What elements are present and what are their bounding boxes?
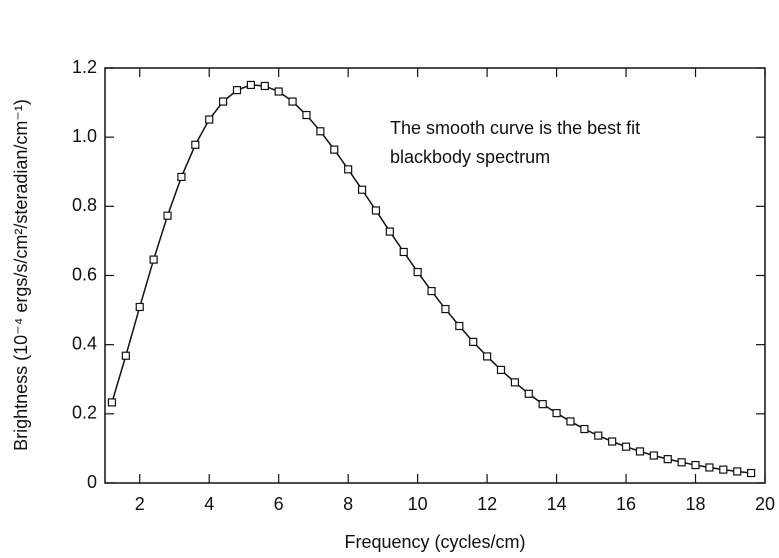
x-tick-label: 8 [343, 494, 353, 514]
data-point [232, 86, 242, 95]
data-point [580, 424, 589, 434]
data-point [733, 467, 742, 476]
data-point [413, 267, 422, 277]
y-tick-label: 0.6 [72, 264, 97, 284]
y-tick-label: 0.8 [72, 195, 97, 215]
data-point [135, 302, 144, 312]
data-point [677, 458, 686, 467]
data-point [705, 463, 714, 472]
y-tick-label: 0.2 [72, 403, 97, 423]
data-point [274, 87, 283, 96]
data-point [191, 140, 200, 149]
data-point [510, 378, 519, 387]
data-point [385, 227, 394, 236]
data-point [524, 389, 533, 398]
data-point [649, 451, 658, 460]
data-point [496, 365, 506, 375]
data-point [330, 145, 339, 154]
data-point [107, 398, 117, 407]
data-point [149, 255, 158, 264]
data-point [246, 80, 255, 90]
data-point [441, 304, 450, 314]
data-point [205, 115, 214, 124]
data-point [121, 351, 130, 360]
data-point [219, 97, 228, 106]
x-tick-label: 4 [204, 494, 214, 514]
data-point [747, 468, 756, 478]
annotation: blackbody spectrum [390, 147, 550, 167]
fit-curve [111, 84, 752, 474]
data-point [260, 81, 269, 91]
data-point [316, 127, 325, 136]
data-point [608, 437, 617, 446]
data-point [552, 409, 561, 418]
annotation: The smooth curve is the best fit [390, 118, 640, 138]
data-point [344, 165, 353, 174]
data-point [399, 247, 408, 257]
x-axis-label: Frequency (cycles/cm) [344, 532, 525, 552]
y-tick-label: 0 [87, 472, 97, 492]
data-point [302, 110, 311, 120]
y-tick-label: 1.0 [72, 126, 97, 146]
data-point [538, 400, 547, 409]
data-point [691, 460, 700, 470]
data-point [566, 417, 575, 426]
y-tick-label: 1.2 [72, 57, 97, 77]
data-point [594, 431, 603, 440]
data-point [469, 337, 478, 346]
x-tick-label: 10 [408, 494, 428, 514]
data-point [371, 206, 381, 215]
data-point [483, 352, 492, 361]
data-point [621, 442, 631, 451]
data-point [177, 172, 186, 182]
data-point [427, 286, 436, 296]
data-point [163, 211, 172, 220]
data-point [455, 321, 464, 331]
data-point [635, 447, 645, 456]
x-tick-label: 6 [274, 494, 284, 514]
data-point [357, 185, 367, 194]
data-point [719, 465, 728, 474]
x-tick-label: 20 [755, 494, 775, 514]
x-tick-label: 14 [547, 494, 567, 514]
y-axis-label: Brightness (10⁻⁴ ergs/s/cm²/steradian/cm… [11, 99, 31, 451]
x-tick-label: 18 [686, 494, 706, 514]
x-tick-label: 12 [477, 494, 497, 514]
x-tick-label: 16 [616, 494, 636, 514]
data-point [288, 97, 297, 106]
data-point [663, 455, 672, 464]
x-tick-label: 2 [135, 494, 145, 514]
y-tick-label: 0.4 [72, 333, 97, 353]
